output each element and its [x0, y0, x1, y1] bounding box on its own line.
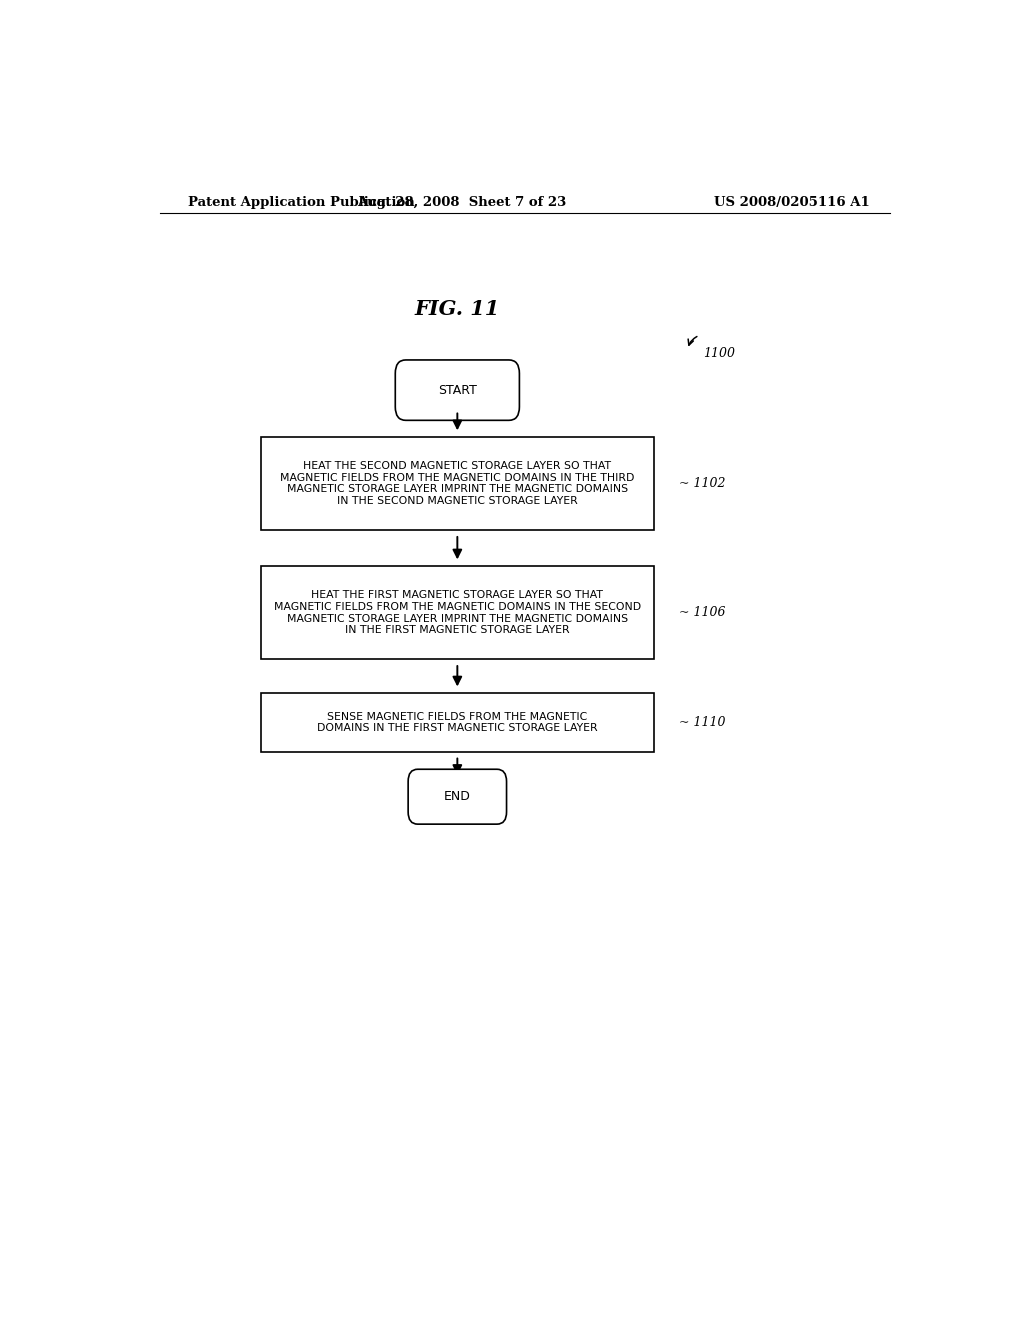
Text: END: END — [444, 791, 471, 803]
Bar — [261, 693, 653, 752]
Text: SENSE MAGNETIC FIELDS FROM THE MAGNETIC
DOMAINS IN THE FIRST MAGNETIC STORAGE LA: SENSE MAGNETIC FIELDS FROM THE MAGNETIC … — [317, 711, 598, 734]
FancyBboxPatch shape — [395, 360, 519, 420]
Text: Patent Application Publication: Patent Application Publication — [187, 195, 415, 209]
Text: ~ 1102: ~ 1102 — [679, 477, 726, 490]
Text: FIG. 11: FIG. 11 — [415, 298, 500, 319]
Text: START: START — [438, 384, 477, 396]
Text: HEAT THE FIRST MAGNETIC STORAGE LAYER SO THAT
MAGNETIC FIELDS FROM THE MAGNETIC : HEAT THE FIRST MAGNETIC STORAGE LAYER SO… — [273, 590, 641, 635]
FancyBboxPatch shape — [409, 770, 507, 824]
Text: Aug. 28, 2008  Sheet 7 of 23: Aug. 28, 2008 Sheet 7 of 23 — [356, 195, 566, 209]
Bar — [261, 566, 653, 660]
Text: US 2008/0205116 A1: US 2008/0205116 A1 — [715, 195, 870, 209]
Text: 1100: 1100 — [703, 347, 735, 360]
Text: ~ 1106: ~ 1106 — [679, 606, 726, 619]
Text: ~ 1110: ~ 1110 — [679, 715, 726, 729]
Bar — [261, 437, 653, 531]
Text: HEAT THE SECOND MAGNETIC STORAGE LAYER SO THAT
MAGNETIC FIELDS FROM THE MAGNETIC: HEAT THE SECOND MAGNETIC STORAGE LAYER S… — [281, 461, 635, 506]
